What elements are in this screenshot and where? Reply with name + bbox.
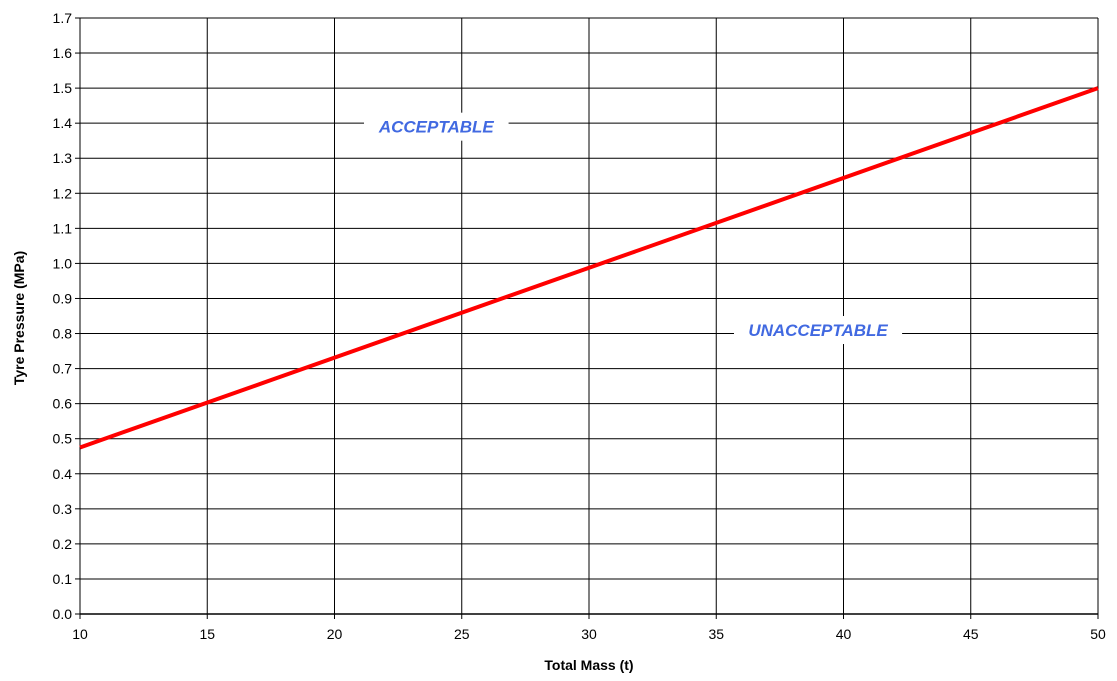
y-tick-label: 1.7 (53, 10, 73, 26)
x-tick-label: 25 (454, 626, 470, 642)
region-label-acceptable: ACCEPTABLE (378, 118, 495, 137)
y-tick-label: 0.7 (53, 361, 73, 377)
region-label-background (733, 316, 903, 345)
series (79, 86, 1099, 450)
x-tick-label: 50 (1090, 626, 1106, 642)
y-tick-label: 0.9 (53, 290, 73, 306)
x-tick-label: 30 (581, 626, 597, 642)
y-tick-label: 0.4 (53, 466, 73, 482)
y-tick-label: 1.2 (53, 185, 73, 201)
x-tick-label: 35 (708, 626, 724, 642)
y-tick-label: 1.1 (53, 220, 73, 236)
y-tick-label: 0.6 (53, 396, 73, 412)
x-tick-label: 45 (963, 626, 979, 642)
x-tick-label: 15 (199, 626, 215, 642)
x-tick-label: 40 (836, 626, 852, 642)
y-tick-label: 0.5 (53, 431, 73, 447)
y-tick-label: 1.3 (53, 150, 73, 166)
series-line (79, 86, 1099, 450)
tick-labels: 0.0 0.1 0.2 0.3 0.4 0.5 0.6 0.7 0.8 0.9 1.0 1.1 1.2 1… (53, 10, 1106, 642)
region-label-background (364, 112, 509, 141)
y-tick-label: 1.6 (53, 45, 73, 61)
y-tick-label: 1.4 (53, 115, 73, 131)
y-tick-label: 1.0 (53, 255, 73, 271)
y-axis-title: Tyre Pressure (MPa) (11, 251, 27, 385)
axes (75, 17, 1099, 619)
x-tick-label: 10 (72, 626, 88, 642)
y-tick-label: 0.1 (53, 571, 73, 587)
y-tick-label: 0.8 (53, 326, 73, 342)
grid (80, 17, 1099, 614)
annotations: ACCEPTABLE UNACCEPTABLE (364, 112, 903, 345)
x-tick-label: 20 (327, 626, 343, 642)
x-axis-title: Total Mass (t) (544, 657, 633, 673)
y-tick-label: 1.5 (53, 80, 73, 96)
y-tick-label: 0.0 (53, 606, 73, 622)
region-label-unacceptable: UNACCEPTABLE (748, 321, 888, 340)
y-tick-label: 0.2 (53, 536, 73, 552)
y-tick-label: 0.3 (53, 501, 73, 517)
